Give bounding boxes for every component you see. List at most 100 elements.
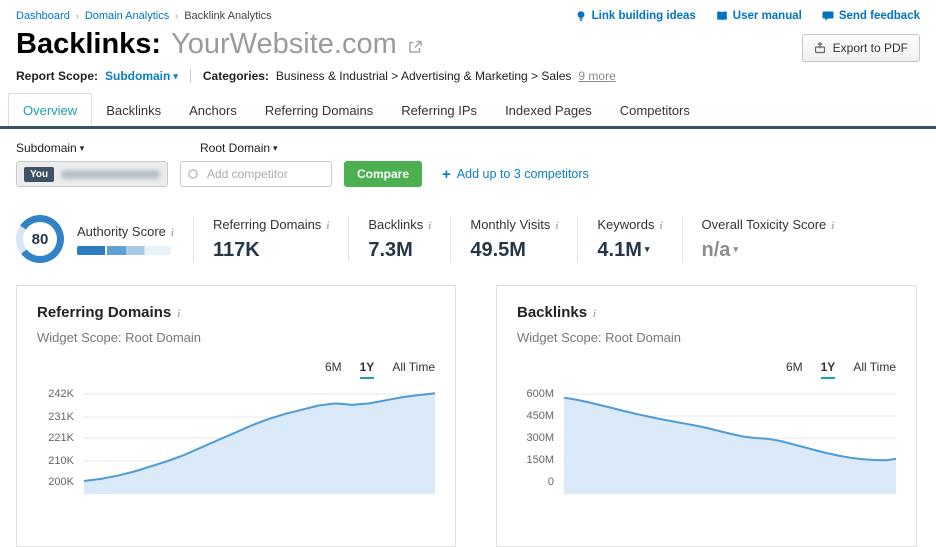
chevron-right-icon: ›: [75, 11, 79, 21]
link-building-ideas-link[interactable]: Link building ideas: [575, 10, 696, 22]
monthly-visits-value: 49.5M: [470, 238, 526, 261]
categories-label: Categories:: [202, 69, 269, 83]
breadcrumb: Dashboard › Domain Analytics › Backlink …: [16, 10, 272, 22]
keywords-label: Keywords: [597, 216, 655, 232]
page-title-prefix: Backlinks:: [16, 28, 162, 60]
referring-domains-card-title: Referring Domains: [37, 304, 172, 321]
y-axis: 242K 231K 221K 210K 200K: [37, 388, 83, 494]
referring-domains-chart: 242K 231K 221K 210K 200K: [37, 388, 435, 494]
referring-domains-card: Referring Domains Widget Scope: Root Dom…: [16, 285, 456, 547]
y-tick: 0: [547, 476, 554, 488]
info-icon[interactable]: [177, 304, 180, 321]
you-domain-blurred: [61, 169, 160, 179]
authority-score-label: Authority Score: [77, 223, 166, 239]
report-scope-label: Report Scope:: [16, 69, 99, 83]
info-icon[interactable]: [593, 304, 596, 321]
referring-domains-label: Referring Domains: [212, 216, 322, 232]
tab-indexed-pages[interactable]: Indexed Pages: [505, 103, 592, 118]
authority-score-bar: [77, 245, 171, 255]
metrics-row: 80 Authority Score Referring Domains 117…: [0, 201, 936, 279]
breadcrumb-current: Backlink Analytics: [184, 10, 272, 22]
authority-score-widget: 80 Authority Score: [16, 215, 174, 263]
export-pdf-label: Export to PDF: [832, 41, 908, 55]
info-icon[interactable]: [831, 217, 834, 232]
range-1y[interactable]: 1Y: [359, 360, 375, 379]
range-1y[interactable]: 1Y: [820, 360, 836, 379]
add-competitor-field[interactable]: [180, 161, 332, 187]
backlinks-card: Backlinks Widget Scope: Root Domain 6M 1…: [496, 285, 917, 547]
backlinks-value: 7.3M: [368, 238, 413, 261]
divider: [189, 69, 191, 83]
compare-button[interactable]: Compare: [344, 161, 423, 187]
user-manual-link[interactable]: User manual: [716, 10, 802, 22]
tab-referring-domains[interactable]: Referring Domains: [264, 103, 374, 118]
categories-path: Business & Industrial > Advertising & Ma…: [275, 69, 572, 83]
widget-scope-label: Widget Scope: Root Domain: [37, 330, 202, 345]
referring-domains-value: 117K: [212, 238, 260, 261]
y-tick: 450M: [526, 410, 554, 422]
plus-icon: [442, 166, 451, 183]
metric-keywords: Keywords 4.1M: [597, 217, 662, 262]
keywords-value-dropdown[interactable]: 4.1M: [597, 239, 662, 262]
subdomain-scope-dropdown[interactable]: Subdomain: [16, 141, 200, 155]
external-link-icon[interactable]: [407, 39, 423, 55]
tab-anchors[interactable]: Anchors: [189, 103, 237, 118]
y-tick: 150M: [526, 454, 554, 466]
breadcrumb-domain-analytics[interactable]: Domain Analytics: [84, 10, 170, 22]
tab-backlinks[interactable]: Backlinks: [106, 103, 162, 118]
range-all-time[interactable]: All Time: [392, 360, 435, 374]
tab-competitors[interactable]: Competitors: [619, 103, 690, 118]
send-feedback-label: Send feedback: [838, 10, 920, 22]
authority-score-gauge: 80: [16, 215, 64, 263]
backlinks-card-title: Backlinks: [517, 304, 588, 321]
toxicity-value-dropdown[interactable]: n/a: [702, 239, 835, 262]
range-all-time[interactable]: All Time: [853, 360, 896, 374]
metric-toxicity: Overall Toxicity Score n/a: [702, 217, 835, 262]
export-icon: [814, 42, 825, 54]
send-feedback-link[interactable]: Send feedback: [822, 10, 920, 22]
range-6m[interactable]: 6M: [324, 360, 342, 374]
info-icon[interactable]: [326, 217, 329, 232]
chevron-right-icon: ›: [175, 11, 179, 21]
page-title: Backlinks: YourWebsite.com: [16, 28, 423, 61]
add-competitors-label: Add up to 3 competitors: [456, 167, 589, 181]
scope-row: Report Scope: Subdomain Categories: Busi…: [0, 62, 936, 89]
authority-score-value: 80: [23, 222, 57, 256]
y-axis: 600M 450M 300M 150M 0: [517, 388, 563, 494]
speech-bubble-icon: [822, 11, 834, 21]
lightbulb-icon: [577, 11, 585, 21]
you-badge: You: [24, 166, 55, 182]
root-domain-scope-dropdown[interactable]: Root Domain: [200, 141, 278, 155]
info-icon[interactable]: [659, 217, 662, 232]
area-chart: [563, 393, 896, 494]
categories-more-link[interactable]: 9 more: [578, 69, 616, 83]
link-building-ideas-label: Link building ideas: [591, 10, 696, 22]
info-icon[interactable]: [555, 217, 558, 232]
divider: [577, 216, 579, 262]
divider: [681, 216, 683, 262]
info-icon[interactable]: [428, 217, 431, 232]
tab-bar: Overview Backlinks Anchors Referring Dom…: [0, 89, 936, 129]
y-tick: 242K: [48, 388, 74, 400]
range-selector: 6M 1Y All Time: [37, 360, 435, 379]
chart-cards: Referring Domains Widget Scope: Root Dom…: [0, 279, 936, 547]
info-icon[interactable]: [171, 224, 174, 239]
top-bar: Dashboard › Domain Analytics › Backlink …: [0, 0, 936, 24]
book-icon: [716, 11, 727, 21]
metric-referring-domains: Referring Domains 117K: [213, 217, 329, 262]
divider: [450, 216, 452, 262]
y-tick: 300M: [526, 432, 554, 444]
breadcrumb-dashboard[interactable]: Dashboard: [16, 10, 70, 22]
export-pdf-button[interactable]: Export to PDF: [801, 34, 920, 62]
you-domain-input[interactable]: You: [16, 161, 168, 187]
tab-referring-ips[interactable]: Referring IPs: [401, 103, 478, 118]
report-scope-dropdown[interactable]: Subdomain: [105, 69, 178, 83]
range-6m[interactable]: 6M: [785, 360, 803, 374]
range-selector: 6M 1Y All Time: [517, 360, 896, 379]
user-manual-label: User manual: [732, 10, 802, 22]
header-links: Link building ideas User manual Send fee…: [575, 10, 920, 22]
y-tick: 210K: [48, 455, 74, 468]
add-competitor-input[interactable]: [205, 166, 324, 182]
tab-overview[interactable]: Overview: [8, 93, 93, 126]
add-competitors-link[interactable]: Add up to 3 competitors: [442, 166, 589, 183]
